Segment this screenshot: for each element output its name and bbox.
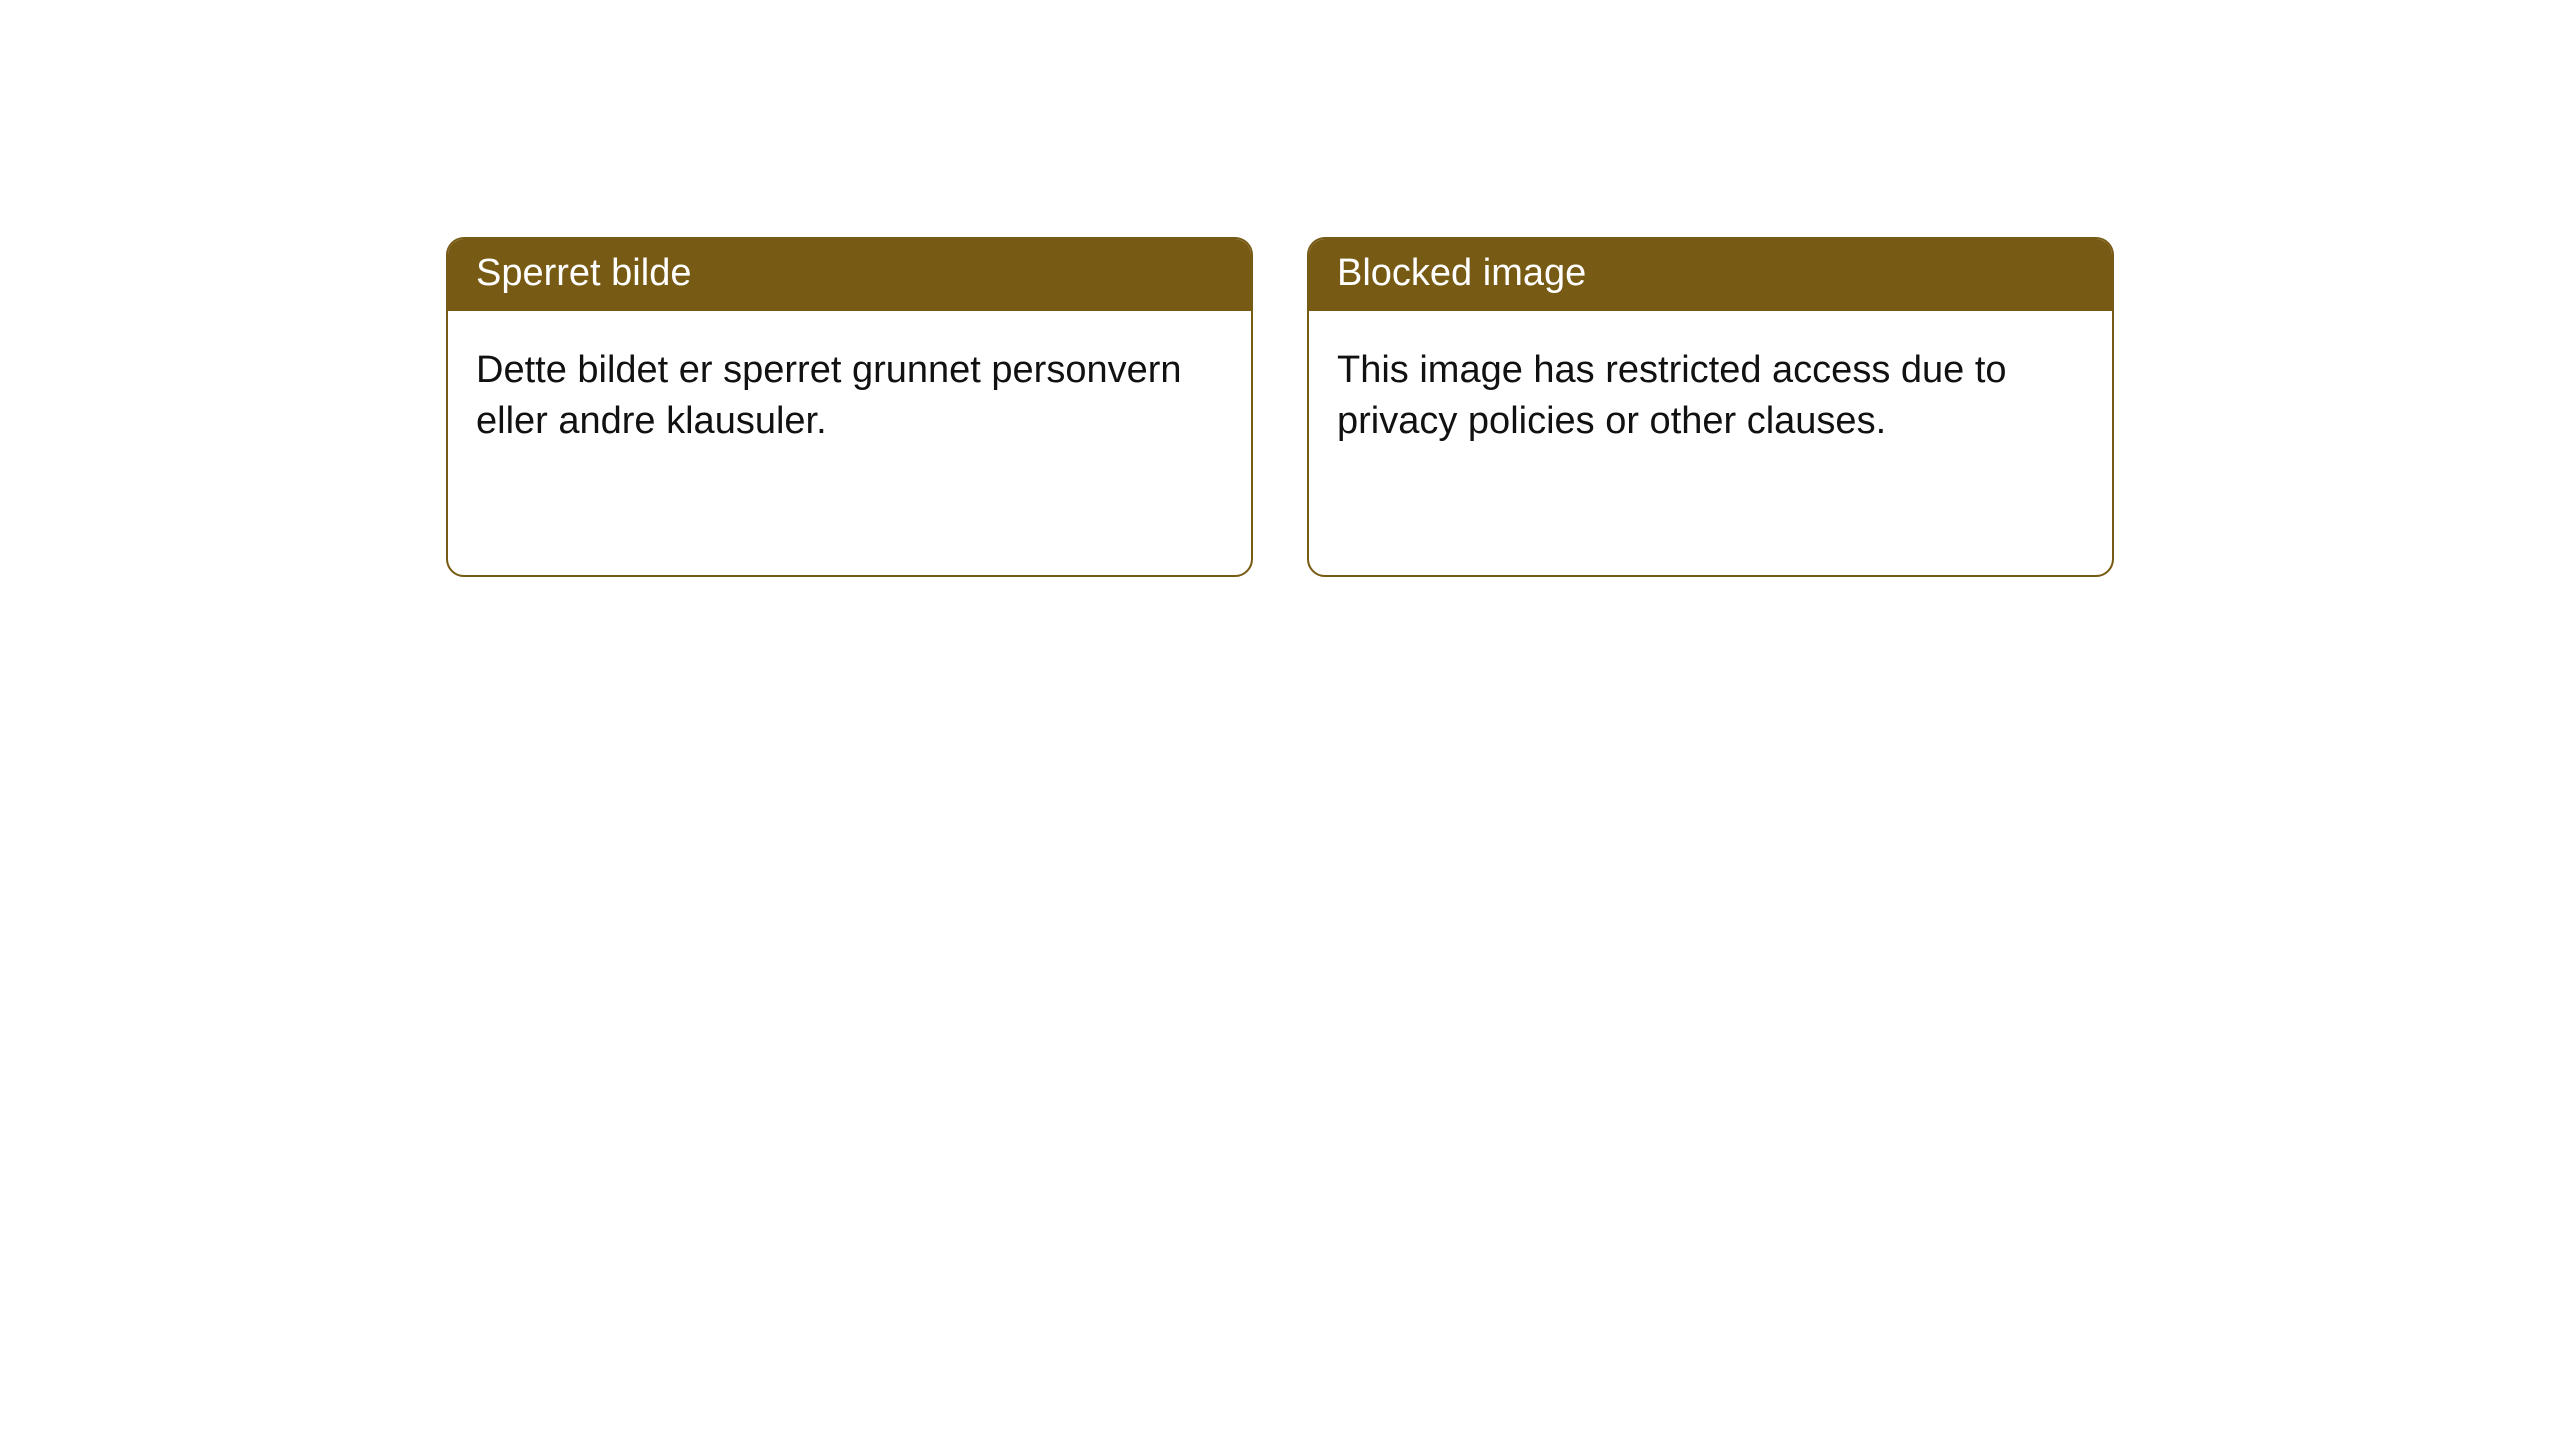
notice-body: Dette bildet er sperret grunnet personve…: [448, 311, 1251, 476]
notice-card-norwegian: Sperret bilde Dette bildet er sperret gr…: [446, 237, 1253, 577]
notice-title: Sperret bilde: [476, 252, 691, 294]
notice-body: This image has restricted access due to …: [1309, 311, 2112, 476]
notice-header: Blocked image: [1309, 239, 2112, 311]
notice-body-text: Dette bildet er sperret grunnet personve…: [476, 349, 1182, 442]
notice-header: Sperret bilde: [448, 239, 1251, 311]
notice-cards-container: Sperret bilde Dette bildet er sperret gr…: [446, 237, 2114, 577]
notice-body-text: This image has restricted access due to …: [1337, 349, 2007, 442]
notice-title: Blocked image: [1337, 252, 1586, 294]
notice-card-english: Blocked image This image has restricted …: [1307, 237, 2114, 577]
